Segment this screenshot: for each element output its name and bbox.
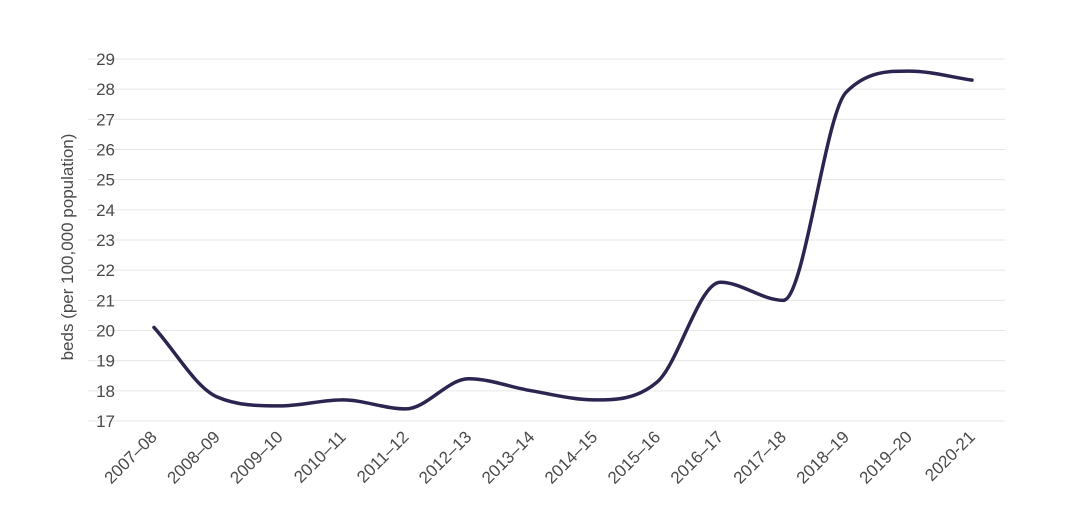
data-point [593, 398, 596, 402]
x-axis-ticks: 2007–08 2008–09 2009–10 2010–11 2011–12 2012–… [101, 427, 979, 487]
x-tick-label: 2016–17 [667, 427, 727, 487]
x-tick-label: 2015–16 [604, 427, 664, 487]
x-tick-label: 2007–08 [101, 427, 161, 487]
data-point [970, 78, 974, 82]
x-tick-label: 2018–19 [793, 427, 853, 487]
y-tick-label: 19 [96, 352, 115, 371]
y-tick-label: 20 [96, 322, 115, 341]
data-point [844, 90, 848, 94]
data-point [782, 299, 785, 302]
x-tick-label: 2020-21 [921, 427, 979, 485]
x-tick-label: 2019–20 [856, 427, 916, 487]
data-point [467, 377, 470, 380]
x-tick-label: 2017–18 [730, 427, 790, 487]
y-tick-label: 28 [96, 80, 115, 99]
x-tick-label: 2008–09 [164, 427, 224, 487]
data-point [907, 69, 911, 73]
x-tick-label: 2012–13 [415, 427, 475, 487]
y-tick-label: 22 [96, 261, 115, 280]
y-tick-label: 26 [96, 141, 115, 160]
x-tick-label: 2011–12 [353, 427, 412, 486]
x-tick-label: 2014–15 [541, 427, 601, 487]
x-tick-label: 2009–10 [226, 427, 286, 487]
y-tick-label: 21 [96, 291, 115, 310]
data-point [404, 407, 407, 411]
y-tick-label: 17 [96, 412, 115, 431]
x-tick-label: 2010–11 [290, 427, 349, 486]
data-point [341, 398, 344, 402]
x-tick-label: 2013–14 [478, 427, 538, 487]
data-point [719, 281, 722, 284]
data-point [215, 395, 219, 399]
data-point [278, 404, 282, 408]
data-point [530, 389, 533, 393]
y-tick-label: 18 [96, 382, 115, 401]
y-tick-label: 27 [96, 110, 115, 129]
data-point [152, 326, 156, 329]
y-tick-label: 29 [96, 50, 115, 69]
series-layer [152, 69, 974, 411]
y-tick-label: 25 [96, 171, 115, 190]
y-axis-ticks: 17 18 19 20 21 22 23 24 25 26 27 28 29 [96, 50, 115, 431]
data-point [656, 380, 659, 383]
y-tick-label: 23 [96, 231, 115, 250]
y-tick-label: 24 [96, 201, 115, 220]
gridlines [88, 58, 1005, 422]
y-axis-label: beds (per 100,000 population) [58, 134, 77, 361]
